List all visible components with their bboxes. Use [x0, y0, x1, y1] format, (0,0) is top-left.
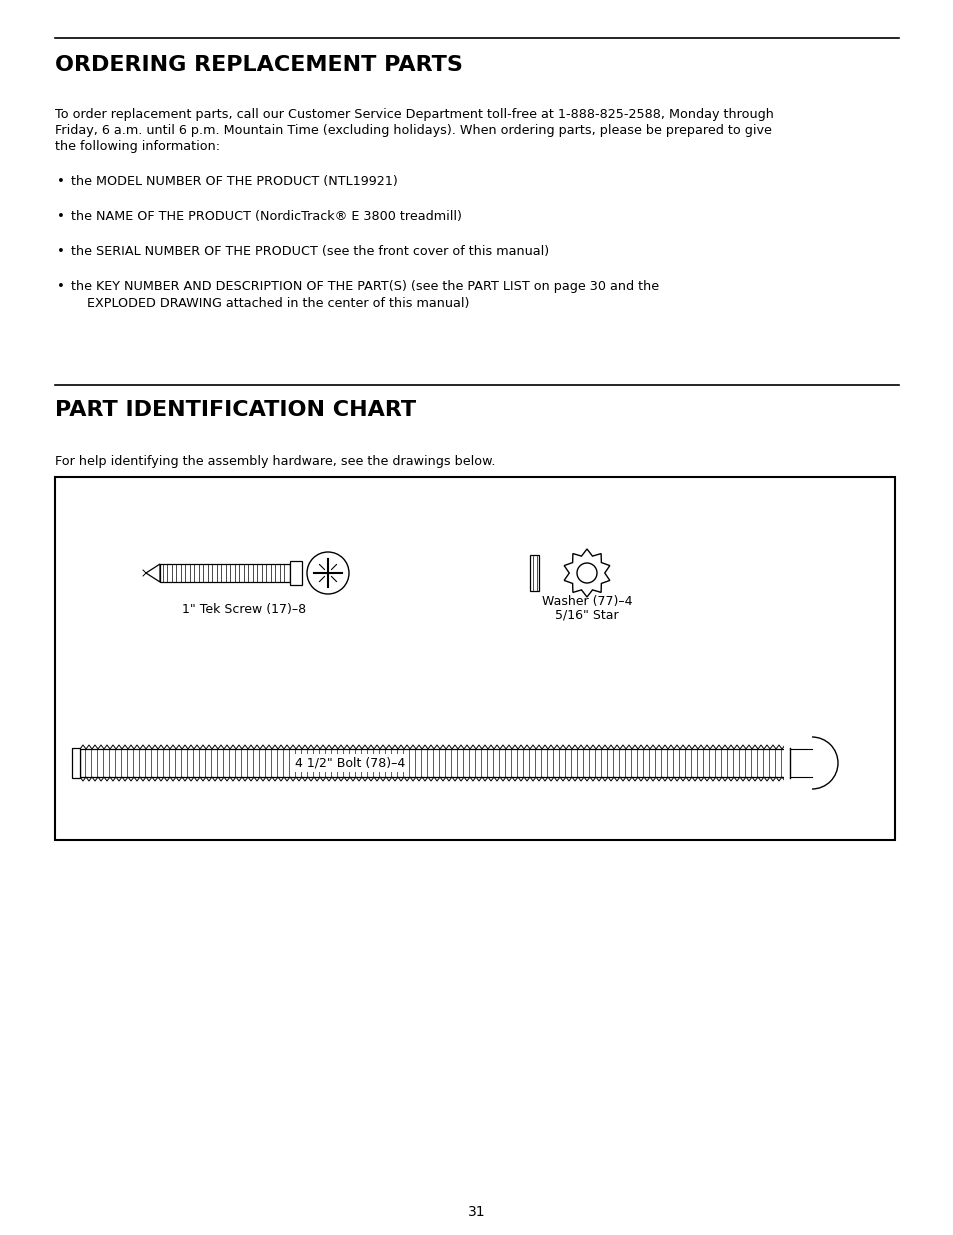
Text: the NAME OF THE PRODUCT (NordicTrack® E 3800 treadmill): the NAME OF THE PRODUCT (NordicTrack® E …: [71, 210, 461, 224]
Bar: [71, 747, 80, 778]
Bar: [783, 735, 811, 790]
Text: Washer (77)–4: Washer (77)–4: [541, 595, 632, 608]
Circle shape: [307, 552, 349, 594]
Text: ORDERING REPLACEMENT PARTS: ORDERING REPLACEMENT PARTS: [55, 56, 462, 75]
Text: To order replacement parts, call our Customer Service Department toll-free at 1-: To order replacement parts, call our Cus…: [55, 107, 773, 121]
Text: EXPLODED DRAWING attached in the center of this manual): EXPLODED DRAWING attached in the center …: [71, 296, 469, 310]
Text: the SERIAL NUMBER OF THE PRODUCT (see the front cover of this manual): the SERIAL NUMBER OF THE PRODUCT (see th…: [71, 245, 549, 258]
Text: the MODEL NUMBER OF THE PRODUCT (NTL19921): the MODEL NUMBER OF THE PRODUCT (NTL1992…: [71, 175, 397, 188]
Bar: [530, 555, 539, 592]
Text: 5/16" Star: 5/16" Star: [555, 609, 618, 622]
Text: •: •: [57, 210, 65, 224]
Circle shape: [577, 563, 597, 583]
Text: For help identifying the assembly hardware, see the drawings below.: For help identifying the assembly hardwa…: [55, 454, 495, 468]
Text: the KEY NUMBER AND DESCRIPTION OF THE PART(S) (see the PART LIST on page 30 and : the KEY NUMBER AND DESCRIPTION OF THE PA…: [71, 280, 659, 293]
Bar: [80, 748, 789, 777]
Polygon shape: [563, 550, 609, 597]
Bar: [160, 564, 290, 582]
Bar: [290, 561, 302, 585]
Text: 31: 31: [468, 1205, 485, 1219]
Bar: [55, 477, 894, 840]
Text: 1" Tek Screw (17)–8: 1" Tek Screw (17)–8: [182, 603, 306, 616]
Ellipse shape: [785, 737, 837, 789]
Text: the following information:: the following information:: [55, 140, 220, 153]
Text: PART IDENTIFICATION CHART: PART IDENTIFICATION CHART: [55, 400, 416, 420]
Text: Friday, 6 a.m. until 6 p.m. Mountain Time (excluding holidays). When ordering pa: Friday, 6 a.m. until 6 p.m. Mountain Tim…: [55, 124, 771, 137]
Text: 4 1/2" Bolt (78)–4: 4 1/2" Bolt (78)–4: [294, 757, 404, 769]
Polygon shape: [146, 564, 160, 582]
Text: •: •: [57, 245, 65, 258]
Text: •: •: [57, 175, 65, 188]
Text: •: •: [57, 280, 65, 293]
